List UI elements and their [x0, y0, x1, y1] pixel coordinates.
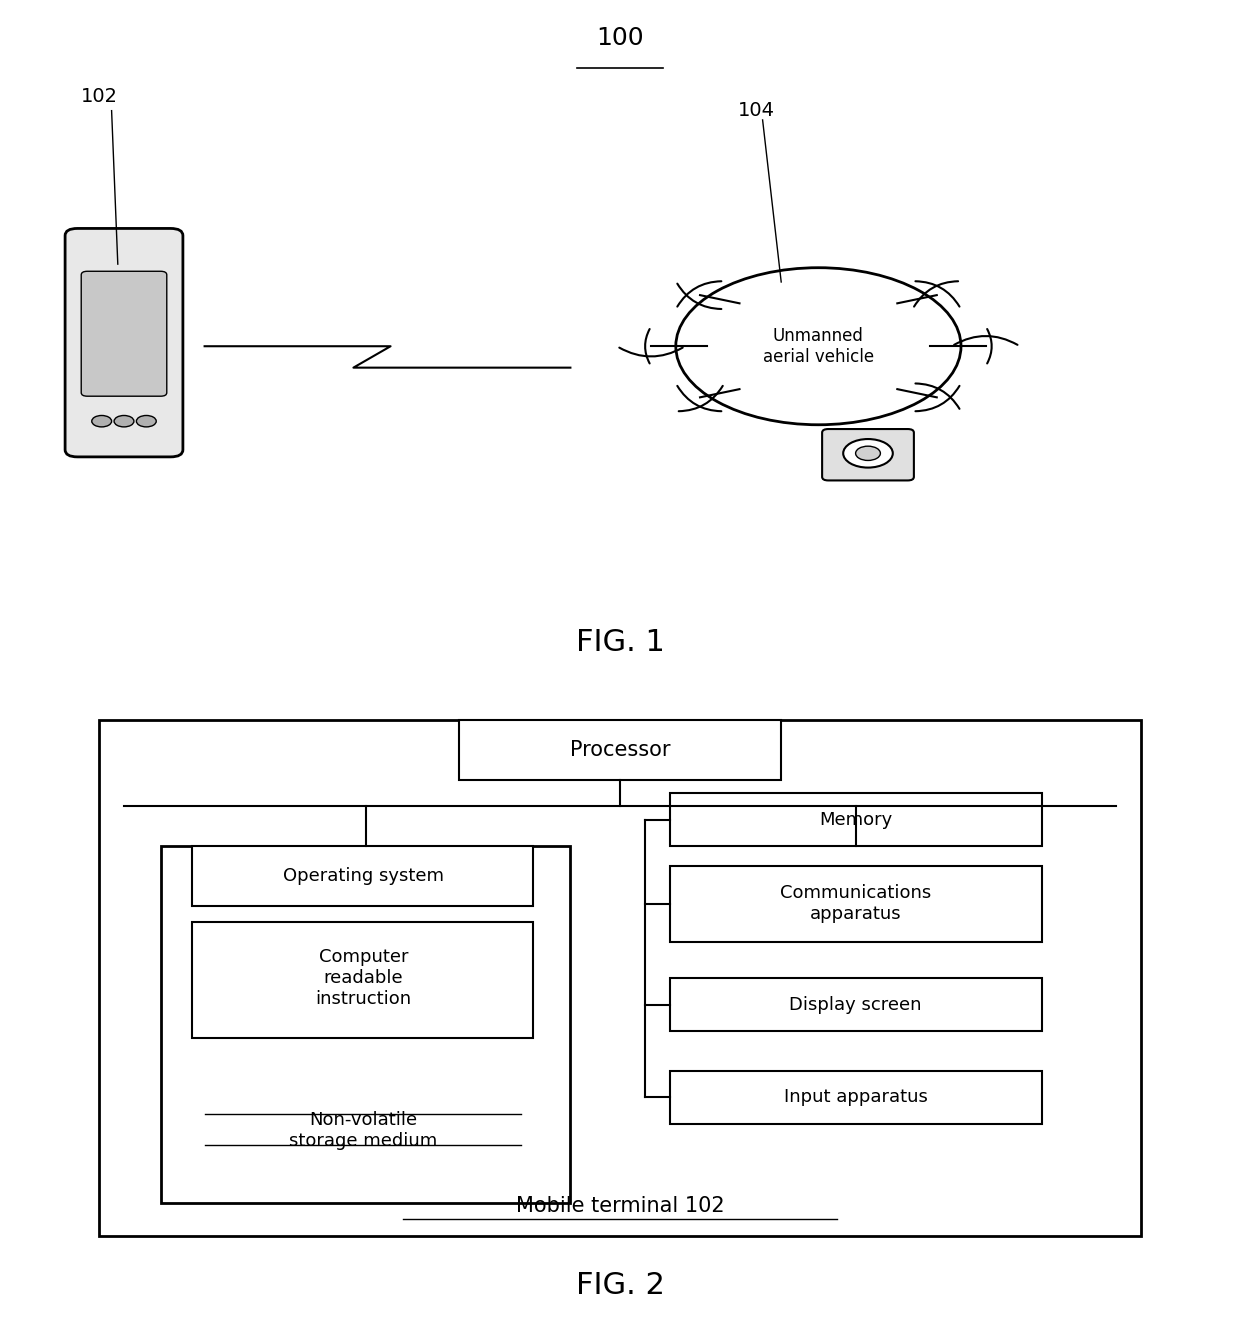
Text: Operating system: Operating system [283, 867, 444, 884]
FancyBboxPatch shape [670, 1071, 1042, 1124]
Text: Processor: Processor [569, 740, 671, 760]
Circle shape [843, 439, 893, 468]
FancyBboxPatch shape [670, 866, 1042, 941]
Circle shape [136, 415, 156, 427]
Text: Unmanned
aerial vehicle: Unmanned aerial vehicle [763, 327, 874, 366]
FancyBboxPatch shape [459, 720, 781, 780]
Circle shape [114, 415, 134, 427]
FancyBboxPatch shape [99, 720, 1141, 1236]
FancyBboxPatch shape [822, 430, 914, 480]
FancyBboxPatch shape [82, 271, 166, 397]
Text: 100: 100 [596, 26, 644, 50]
FancyBboxPatch shape [64, 229, 184, 457]
Text: Computer
readable
instruction: Computer readable instruction [315, 948, 412, 1009]
FancyBboxPatch shape [192, 923, 533, 1038]
Circle shape [856, 447, 880, 460]
Text: Non-volatile
storage medium: Non-volatile storage medium [289, 1110, 438, 1150]
Text: FIG. 2: FIG. 2 [575, 1272, 665, 1300]
FancyBboxPatch shape [161, 846, 570, 1203]
Text: 104: 104 [738, 102, 775, 120]
FancyBboxPatch shape [670, 978, 1042, 1031]
FancyBboxPatch shape [670, 793, 1042, 846]
FancyBboxPatch shape [192, 846, 533, 906]
Ellipse shape [676, 267, 961, 424]
Text: Mobile terminal 102: Mobile terminal 102 [516, 1196, 724, 1216]
Text: FIG. 1: FIG. 1 [575, 628, 665, 657]
Text: Memory: Memory [818, 810, 893, 829]
Text: Display screen: Display screen [790, 995, 921, 1014]
Circle shape [92, 415, 112, 427]
Text: Communications
apparatus: Communications apparatus [780, 884, 931, 923]
Text: 102: 102 [81, 87, 118, 106]
Text: Input apparatus: Input apparatus [784, 1088, 928, 1107]
